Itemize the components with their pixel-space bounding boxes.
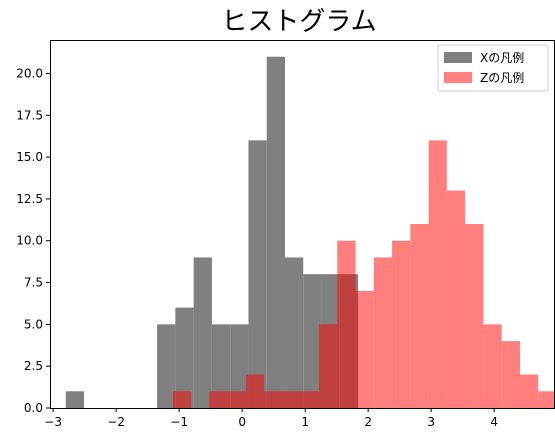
bar-z-6 — [282, 391, 301, 408]
x-tick-label: 0 — [238, 415, 246, 429]
bar-x-6 — [175, 307, 194, 408]
x-tick-label: 2 — [364, 415, 372, 429]
bar-z-9 — [337, 240, 356, 408]
y-tick-label: 2.5 — [24, 359, 43, 373]
legend-swatch-z — [444, 72, 472, 83]
bar-z-16 — [465, 224, 484, 408]
bar-z-19 — [519, 374, 539, 408]
bar-z-2 — [209, 391, 228, 408]
bar-x-10 — [248, 140, 267, 408]
bar-z-17 — [483, 324, 502, 408]
bar-z-4 — [245, 374, 265, 408]
bar-z-5 — [264, 391, 283, 408]
bar-z-7 — [300, 391, 320, 408]
y-tick-label: 5.0 — [24, 317, 43, 331]
y-tick-label: 0.0 — [24, 401, 43, 415]
bar-z-8 — [319, 324, 338, 408]
bar-x-13 — [303, 274, 322, 408]
x-tick-label: 3 — [427, 415, 435, 429]
series-x-bars — [65, 56, 359, 409]
x-tick-label: 4 — [490, 415, 498, 429]
bar-x-11 — [266, 56, 285, 409]
x-tick-label: −2 — [107, 415, 125, 429]
x-tick-label: 1 — [301, 415, 309, 429]
bar-x-8 — [211, 324, 231, 408]
legend: Xの凡例 Zの凡例 — [437, 44, 549, 92]
legend-label-x: Xの凡例 — [480, 51, 524, 65]
bar-z-11 — [373, 257, 393, 408]
y-tick-label: 12.5 — [16, 192, 43, 206]
series-z-bars — [172, 140, 555, 408]
bar-z-14 — [428, 140, 447, 408]
bar-z-12 — [392, 240, 411, 408]
legend-swatch-x — [444, 52, 472, 63]
bar-z-20 — [538, 391, 555, 408]
legend-label-z: Zの凡例 — [480, 71, 524, 85]
bar-x-0 — [65, 391, 85, 408]
y-tick-label: 15.0 — [16, 150, 43, 164]
bar-x-12 — [284, 257, 304, 408]
y-tick-label: 7.5 — [24, 276, 43, 290]
y-tick-label: 10.0 — [16, 234, 43, 248]
bar-z-3 — [227, 391, 246, 408]
y-tick-label: 17.5 — [16, 108, 43, 122]
bar-x-7 — [193, 257, 212, 408]
x-tick-label: −1 — [170, 415, 188, 429]
bar-z-10 — [355, 290, 374, 408]
bar-x-9 — [230, 324, 249, 408]
bar-z-0 — [172, 391, 192, 408]
y-axis: 0.0 2.5 5.0 7.5 10.0 12.5 15.0 17.5 20.0 — [16, 66, 50, 415]
bar-z-18 — [501, 341, 520, 408]
bar-z-13 — [410, 224, 429, 408]
x-axis: −3 −2 −1 0 1 2 3 4 — [44, 408, 498, 429]
y-tick-label: 20.0 — [16, 66, 43, 80]
chart-title: ヒストグラム — [221, 7, 376, 37]
x-tick-label: −3 — [44, 415, 62, 429]
bar-x-5 — [157, 324, 176, 408]
bar-z-15 — [446, 190, 466, 408]
